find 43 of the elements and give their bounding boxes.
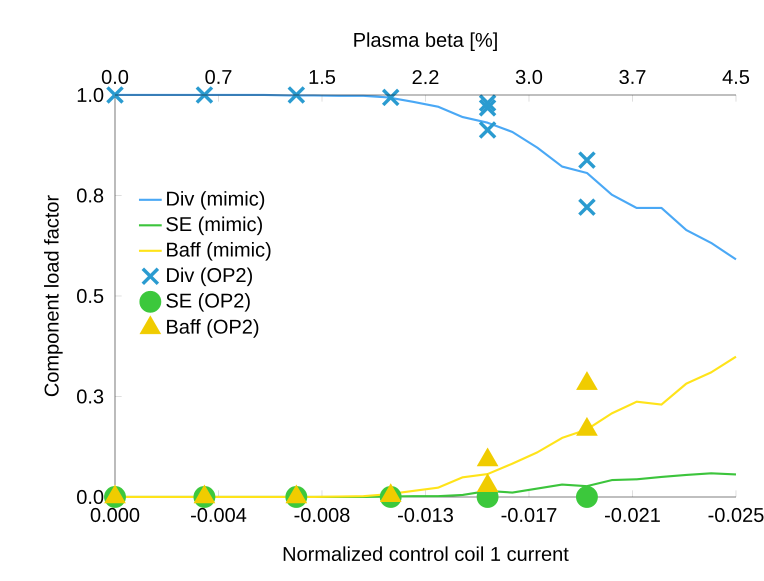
x-tick-label: -0.025 [708,508,764,522]
y-tick-label: 0.5 [77,288,104,304]
x2-tick-label: 3.0 [516,70,542,84]
x2-tick-label: 4.5 [722,70,750,84]
y-tick-label: 1.0 [78,88,104,102]
point [194,484,216,504]
legend-label: Div (OP2) [167,268,252,286]
x-axis-title: Normalized control coil 1 current [284,546,569,562]
point [576,371,598,390]
point [476,473,498,492]
x2-tick-label: 2.2 [412,70,438,84]
legend-label: Baff (OP2) [167,319,258,338]
point [106,86,124,104]
legend-label: Div (mimic) [167,191,264,210]
point [195,86,214,104]
x-tick-label: -0.013 [398,508,453,522]
x-tick-label: -0.017 [502,508,556,522]
x2-tick-label: 3.7 [619,70,646,84]
y-tick-label: 0.3 [77,389,104,404]
y-tick-label: 0.0 [77,490,104,504]
x2-axis-title: Plasma beta [%] [354,32,497,51]
point [476,448,498,466]
point [286,484,307,504]
x2-tick-label: 0.7 [205,70,232,84]
legend-label: Baff (mimic) [167,242,270,261]
point [576,417,598,436]
point [380,484,402,502]
x-tick-label: -0.008 [294,508,350,522]
x-tick-label: -0.004 [191,508,246,522]
y-axis-title: Component load factor [44,195,63,396]
x2-tick-label: 1.5 [310,70,336,84]
point [287,86,306,104]
x-tick-label: -0.021 [605,508,660,522]
point [381,88,400,107]
legend-label: SE (mimic) [166,216,262,236]
point [478,120,497,140]
x-tick-label: 0.000 [90,508,140,522]
point [104,484,126,504]
point [578,150,596,170]
point [578,198,596,216]
legend-label: SE (OP2) [166,293,250,312]
x2-tick-label: 0.0 [102,70,128,84]
y-tick-label: 0.8 [77,188,104,203]
